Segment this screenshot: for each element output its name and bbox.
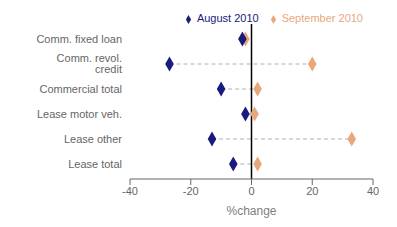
svg-text:Comm. fixed loan: Comm. fixed loan bbox=[36, 33, 122, 45]
svg-text:-40: -40 bbox=[122, 185, 138, 197]
svg-text:0: 0 bbox=[248, 185, 254, 197]
svg-text:Lease total: Lease total bbox=[68, 158, 122, 170]
svg-text:Lease motor veh.: Lease motor veh. bbox=[37, 108, 122, 120]
svg-text:40: 40 bbox=[367, 185, 379, 197]
svg-text:-20: -20 bbox=[183, 185, 199, 197]
svg-text:Comm. revol.credit: Comm. revol.credit bbox=[57, 52, 122, 75]
svg-text:20: 20 bbox=[306, 185, 318, 197]
svg-text:%change: %change bbox=[226, 204, 276, 218]
svg-text:Commercial total: Commercial total bbox=[39, 83, 122, 95]
html-text:August 2010: August 2010 bbox=[196, 12, 259, 24]
html-text:September 2010: September 2010 bbox=[281, 12, 363, 24]
svg-text:Lease other: Lease other bbox=[64, 133, 122, 145]
